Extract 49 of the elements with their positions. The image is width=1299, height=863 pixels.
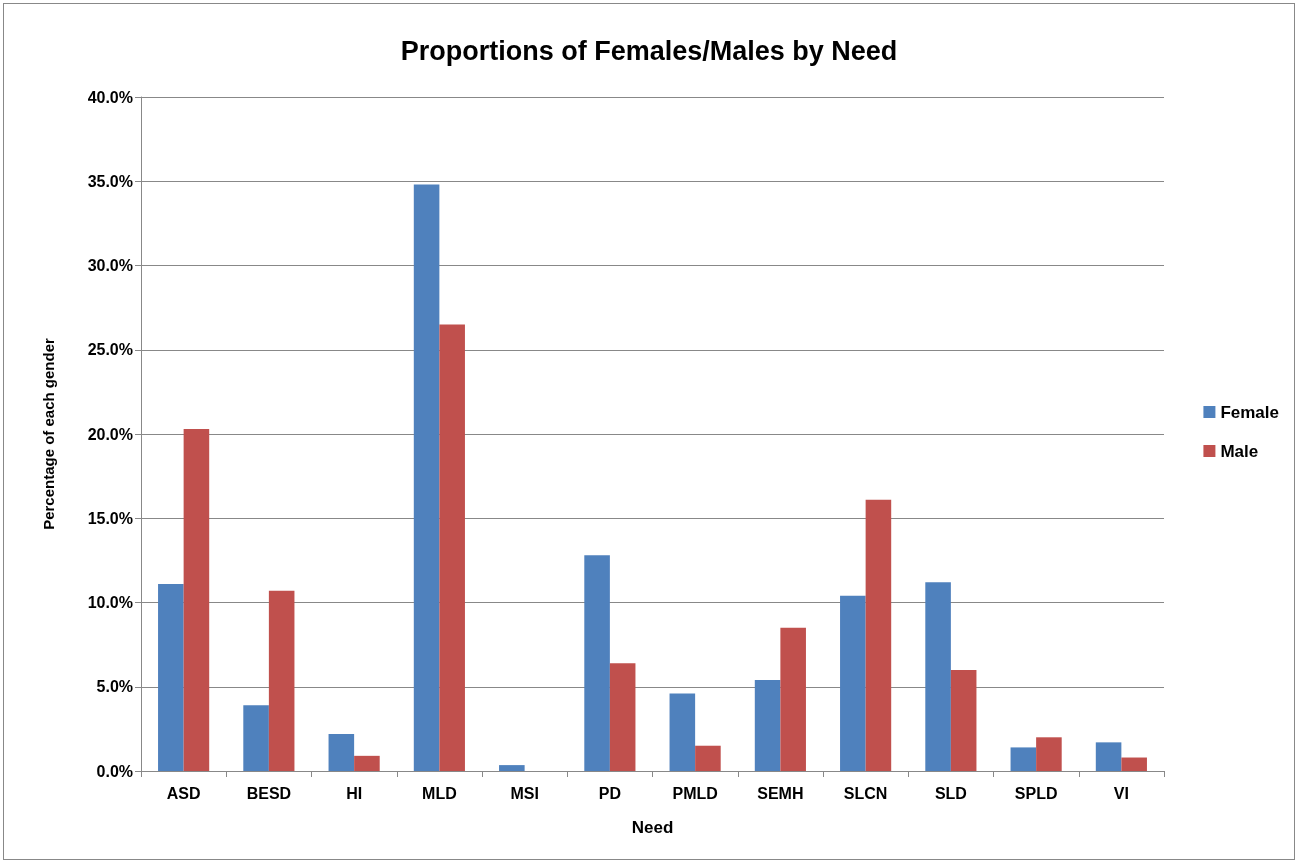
x-axis-title: Need <box>631 818 674 837</box>
bar <box>669 693 696 771</box>
x-tick-label: VI <box>1113 784 1129 802</box>
chart-title: Proportions of Females/Males by Need <box>400 35 898 66</box>
x-tick-label: MLD <box>422 784 457 802</box>
legend-label: Female <box>1220 402 1280 422</box>
x-tick-label: PMLD <box>672 784 718 802</box>
x-tick-label: SEMH <box>757 784 804 802</box>
y-tick-label: 30.0% <box>87 257 133 274</box>
bar <box>584 555 610 771</box>
y-tick-label: 40.0% <box>87 88 133 106</box>
x-tick-label: ASD <box>166 784 201 802</box>
bar <box>413 184 440 771</box>
bar <box>609 663 636 771</box>
y-tick-label: 5.0% <box>96 678 133 696</box>
bar <box>439 324 465 771</box>
legend-label: Male <box>1220 441 1259 461</box>
bar <box>754 680 781 771</box>
bar <box>780 627 806 771</box>
bar <box>328 733 355 771</box>
y-tick-label: 25.0% <box>87 341 133 359</box>
bar <box>268 590 295 771</box>
bar <box>950 669 977 771</box>
bar <box>243 705 269 771</box>
bar <box>1095 742 1122 771</box>
bar <box>695 745 721 771</box>
x-tick-label: SLD <box>934 784 967 802</box>
bar <box>840 595 866 771</box>
y-tick-label: 15.0% <box>87 509 133 527</box>
x-tick-label: PD <box>598 784 621 802</box>
y-tick-label: 10.0% <box>87 594 133 611</box>
bar <box>1036 737 1062 771</box>
bar <box>354 755 380 771</box>
y-tick-label: 20.0% <box>87 425 133 443</box>
y-axis-title: Percentage of each gender <box>40 337 57 530</box>
x-tick-label: BESD <box>246 784 292 802</box>
bar <box>1121 757 1147 771</box>
x-tick-label: SPLD <box>1014 784 1058 802</box>
x-tick-label: HI <box>346 784 363 802</box>
bar <box>158 583 184 771</box>
bar <box>925 582 951 771</box>
x-tick-label: SLCN <box>843 784 888 802</box>
bar <box>499 765 525 771</box>
y-tick-label: 35.0% <box>87 172 133 190</box>
x-tick-label: MSI <box>510 784 539 802</box>
y-tick-label: 0.0% <box>96 762 133 780</box>
bar <box>183 428 210 771</box>
bar <box>1010 747 1037 771</box>
bar <box>865 499 892 771</box>
